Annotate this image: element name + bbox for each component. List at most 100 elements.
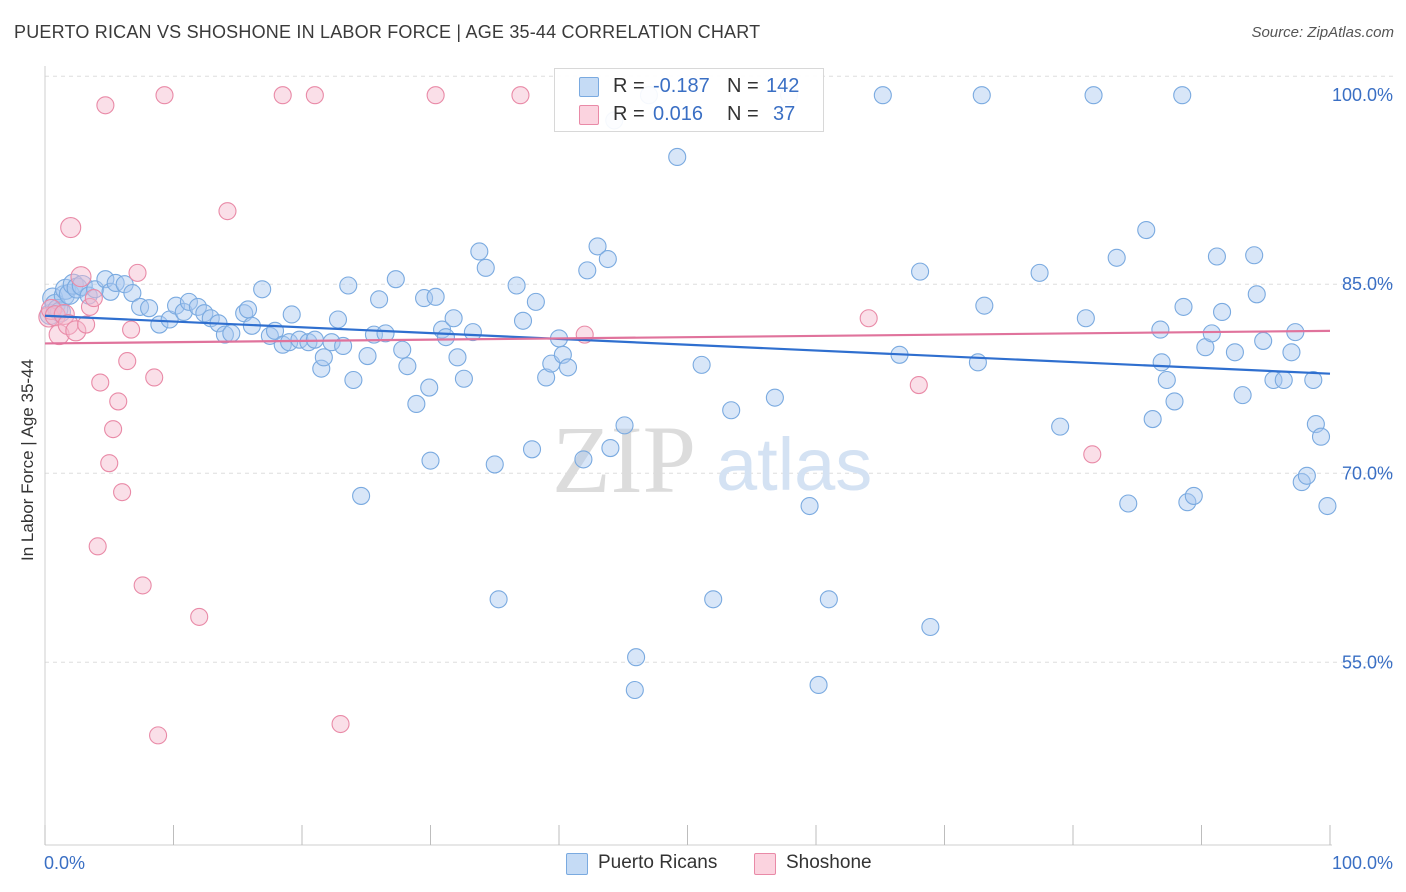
bottom-legend-swatch-shoshone xyxy=(754,853,776,875)
legend-n-label: N = xyxy=(727,75,759,97)
data-point xyxy=(344,370,363,390)
data-point xyxy=(1254,331,1273,350)
data-point xyxy=(722,401,741,420)
data-point xyxy=(911,262,930,281)
watermark-atlas: atlas xyxy=(716,423,872,506)
data-point xyxy=(131,297,150,316)
data-point xyxy=(88,537,107,556)
data-point xyxy=(972,86,991,105)
data-point xyxy=(578,261,597,280)
data-point xyxy=(101,282,120,301)
data-point xyxy=(426,287,445,306)
data-point xyxy=(282,305,301,324)
legend-swatch-shoshone xyxy=(579,105,599,125)
data-point xyxy=(421,451,440,470)
data-point xyxy=(470,242,489,261)
data-point xyxy=(1084,86,1103,105)
data-point xyxy=(128,263,147,282)
data-point xyxy=(322,333,341,352)
series-puerto-ricans xyxy=(39,86,1337,700)
data-point xyxy=(77,315,96,334)
y-tick-label: 55.0% xyxy=(1342,652,1393,672)
data-point xyxy=(218,202,237,221)
data-point xyxy=(588,237,607,256)
data-point xyxy=(376,324,395,343)
data-point xyxy=(358,347,377,366)
data-point xyxy=(222,324,241,343)
data-point xyxy=(215,325,234,344)
data-point xyxy=(273,86,292,105)
series-shoshone xyxy=(38,86,1102,745)
axes xyxy=(44,66,1332,846)
y-tick-label: 70.0% xyxy=(1342,463,1393,483)
data-point xyxy=(1165,392,1184,411)
data-point xyxy=(1157,370,1176,390)
data-point xyxy=(627,648,646,667)
data-point xyxy=(809,675,828,695)
data-point xyxy=(420,378,439,397)
source-label: Source: ZipAtlas.com xyxy=(1251,24,1394,41)
data-point xyxy=(975,296,994,315)
x-tick-label: 0.0% xyxy=(44,853,85,873)
data-point xyxy=(84,289,103,308)
legend-r-value: -0.187 xyxy=(653,75,710,97)
data-point xyxy=(1202,324,1221,343)
data-point xyxy=(1247,285,1266,304)
data-point xyxy=(339,276,358,295)
data-point xyxy=(80,297,100,316)
data-point xyxy=(1151,320,1170,339)
data-point xyxy=(118,352,137,371)
data-point xyxy=(485,455,504,474)
chart-title: PUERTO RICAN VS SHOSHONE IN LABOR FORCE … xyxy=(14,22,761,42)
data-point xyxy=(174,302,193,322)
y-tick-label: 100.0% xyxy=(1332,85,1393,105)
data-point xyxy=(62,273,84,295)
data-point xyxy=(1051,417,1070,436)
data-point xyxy=(106,273,125,293)
data-point xyxy=(1213,302,1232,322)
data-point xyxy=(140,299,159,318)
legend-row-shoshone: R = 0.016 N = 37 xyxy=(555,101,823,129)
tick-labels: 100.0% 85.0% 70.0% 55.0% 0.0% 100.0% xyxy=(44,85,1393,873)
data-point xyxy=(1152,353,1171,372)
data-point xyxy=(1143,410,1162,429)
trend-line xyxy=(44,329,1331,345)
data-point xyxy=(91,373,110,392)
data-point xyxy=(1304,370,1323,390)
data-point xyxy=(574,450,593,469)
legend-n-value: 142 xyxy=(766,75,800,97)
data-point xyxy=(407,394,426,413)
data-point xyxy=(489,590,508,609)
data-point xyxy=(598,249,617,269)
data-point xyxy=(415,289,434,308)
data-point xyxy=(448,348,467,367)
data-point xyxy=(668,147,687,167)
data-point xyxy=(100,454,119,473)
data-point xyxy=(426,86,445,105)
data-point xyxy=(123,283,142,303)
legend-n-value: 37 xyxy=(773,103,796,125)
data-point xyxy=(314,348,333,367)
watermark: ZIP atlas xyxy=(552,406,872,513)
data-point xyxy=(113,483,132,502)
data-point xyxy=(1083,445,1102,464)
data-point xyxy=(859,309,878,328)
data-point xyxy=(386,270,405,289)
data-point xyxy=(511,86,530,105)
data-point xyxy=(558,358,578,377)
y-tick-label: 85.0% xyxy=(1342,274,1393,294)
data-point xyxy=(800,496,819,516)
data-point xyxy=(334,336,353,356)
data-point xyxy=(1233,386,1252,405)
bottom-legend-label: Puerto Ricans xyxy=(598,852,718,873)
data-point xyxy=(1318,496,1337,516)
data-point xyxy=(145,368,164,387)
data-point xyxy=(921,617,940,637)
data-point xyxy=(1119,494,1138,513)
data-point xyxy=(1107,248,1126,267)
data-point xyxy=(71,274,93,297)
trend-line xyxy=(44,314,1331,375)
data-point xyxy=(155,86,174,105)
data-point xyxy=(352,486,371,505)
